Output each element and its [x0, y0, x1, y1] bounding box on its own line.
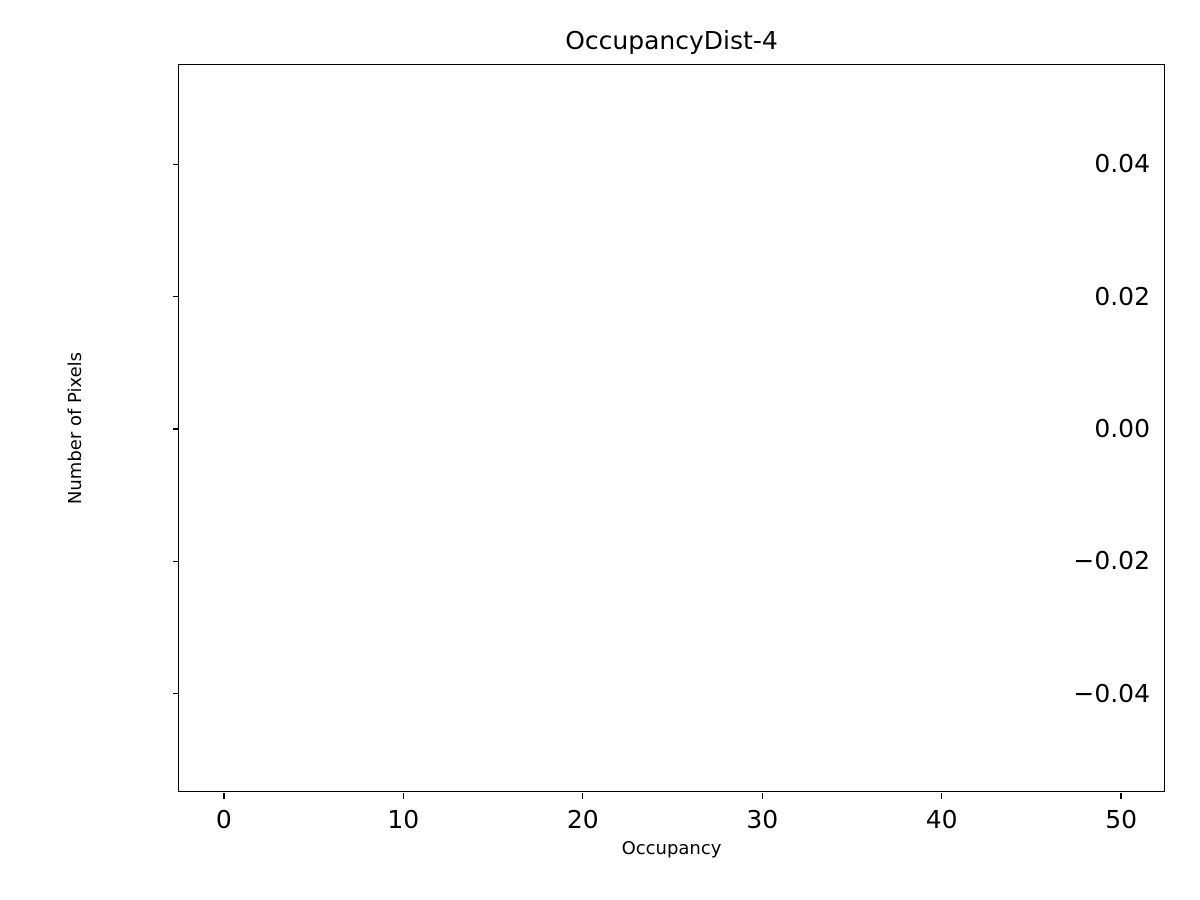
x-tick-mark: [1120, 793, 1122, 799]
x-tick-label: 50: [1105, 805, 1138, 834]
x-tick-mark: [402, 793, 405, 799]
y-tick-mark: [173, 693, 179, 695]
y-tick-label: 0.00: [1094, 414, 1150, 443]
chart-title: OccupancyDist-4: [565, 26, 778, 55]
x-tick-mark: [582, 793, 584, 799]
y-axis-label-container: Number of Pixels: [0, 64, 86, 792]
x-tick-label: 10: [387, 805, 420, 834]
plot-axes: 0 10 20 30 40 50 −0.04 −0.02 0.00 0.02 0.04: [173, 64, 1165, 834]
y-tick-label: 0.04: [1094, 149, 1150, 179]
x-tick-label: 40: [925, 805, 958, 834]
y-tick-mark: [173, 163, 179, 165]
plot-data-area: [179, 65, 1164, 791]
y-axis-label: Number of Pixels: [65, 351, 87, 505]
y-tick-mark: [173, 295, 179, 298]
y-tick-label: 0.02: [1094, 281, 1150, 311]
x-tick-label: 30: [746, 805, 779, 834]
y-tick-label: −0.02: [1073, 546, 1150, 576]
y-tick-mark: [173, 560, 179, 563]
x-tick-label: 20: [566, 805, 599, 834]
x-axis-label: Occupancy: [621, 838, 722, 859]
x-tick-mark: [761, 793, 763, 799]
y-tick-label: −0.04: [1073, 678, 1150, 708]
x-tick-mark: [223, 793, 225, 799]
x-tick-label: 0: [215, 805, 232, 834]
y-tick-mark: [173, 428, 179, 430]
x-tick-mark: [940, 793, 943, 799]
